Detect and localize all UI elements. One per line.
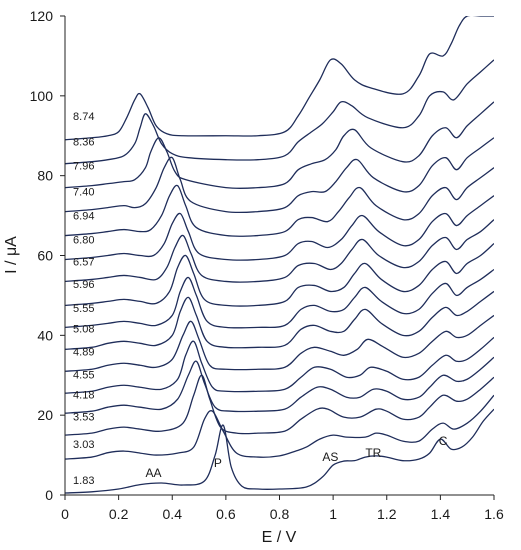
- voltammogram-line-ph-6-57: [65, 219, 494, 283]
- voltammogram-line-ph-6-94: [65, 167, 494, 237]
- ph-label: 6.94: [73, 211, 94, 223]
- ph-label: 5.08: [73, 324, 94, 336]
- voltammogram-line-ph-4-55: [65, 336, 494, 394]
- voltammogram-line-ph-3-03: [65, 394, 494, 460]
- x-tick-label: 0.4: [163, 506, 183, 522]
- voltammogram-line-ph-3-53: [65, 374, 494, 436]
- voltammogram-line-ph-8-74: [65, 16, 494, 141]
- voltammogram-line-ph-4-18: [65, 356, 494, 414]
- peak-annotations: AA P AS TR C: [145, 434, 447, 480]
- ph-label: 7.96: [73, 161, 94, 173]
- ph-label: 4.55: [73, 369, 94, 381]
- voltammogram-line-ph-7-40: [65, 137, 494, 214]
- ph-labels: 1.83 3.03 3.53 4.18 4.55 4.89 5.08 5.55 5.96 6.57…: [73, 111, 94, 487]
- peak-label-p: P: [214, 456, 222, 470]
- ph-label: 5.55: [73, 303, 94, 315]
- ticks: 0 0.2 0.4 0.6 0.8 1 1.2 1.4 1.6 0 20 40 60 80 100 120: [30, 8, 504, 522]
- voltammogram-line-ph-1-83: [65, 408, 494, 494]
- x-tick-label: 0.2: [109, 506, 129, 522]
- ph-label: 6.80: [73, 235, 94, 247]
- y-tick-label: 120: [30, 8, 54, 24]
- voltammogram-line-ph-8-36: [65, 59, 494, 165]
- y-tick-label: 20: [37, 407, 53, 423]
- ph-label: 3.03: [73, 439, 94, 451]
- ph-label: 1.83: [73, 475, 94, 487]
- x-tick-label: 0: [61, 506, 69, 522]
- ph-label: 6.57: [73, 256, 94, 268]
- voltammogram-line-ph-4-89: [65, 314, 494, 372]
- peak-label-as: AS: [322, 450, 338, 464]
- voltammogram-line-ph-5-55: [65, 268, 494, 329]
- x-tick-label: 0.8: [270, 506, 290, 522]
- y-tick-label: 60: [37, 248, 53, 264]
- x-tick-label: 1.6: [484, 506, 504, 522]
- ph-label: 7.40: [73, 187, 94, 199]
- voltammogram-curves: [65, 16, 494, 494]
- peak-label-c: C: [439, 434, 448, 448]
- x-tick-label: 0.6: [216, 506, 236, 522]
- ph-label: 5.96: [73, 279, 94, 291]
- x-axis-title: E / V: [262, 529, 297, 546]
- ph-label: 4.89: [73, 346, 94, 358]
- ph-label: 3.53: [73, 411, 94, 423]
- peak-label-aa: AA: [145, 466, 161, 480]
- y-tick-label: 80: [37, 168, 53, 184]
- peak-label-tr: TR: [365, 446, 381, 460]
- x-tick-label: 1.4: [431, 506, 451, 522]
- x-tick-label: 1.2: [377, 506, 397, 522]
- voltammogram-line-ph-7-96: [65, 101, 494, 190]
- voltammogram-line-ph-5-08: [65, 290, 494, 350]
- y-axis-title: I / μA: [3, 236, 20, 274]
- y-tick-label: 40: [37, 327, 53, 343]
- y-tick-label: 0: [45, 487, 53, 503]
- x-tick-label: 1: [329, 506, 337, 522]
- voltammogram-line-ph-6-80: [65, 195, 494, 261]
- ph-label: 8.36: [73, 137, 94, 149]
- ph-label: 4.18: [73, 389, 94, 401]
- voltammogram-line-ph-5-96: [65, 243, 494, 307]
- ph-label: 8.74: [73, 111, 94, 123]
- axes: [64, 16, 494, 496]
- y-tick-label: 100: [30, 88, 54, 104]
